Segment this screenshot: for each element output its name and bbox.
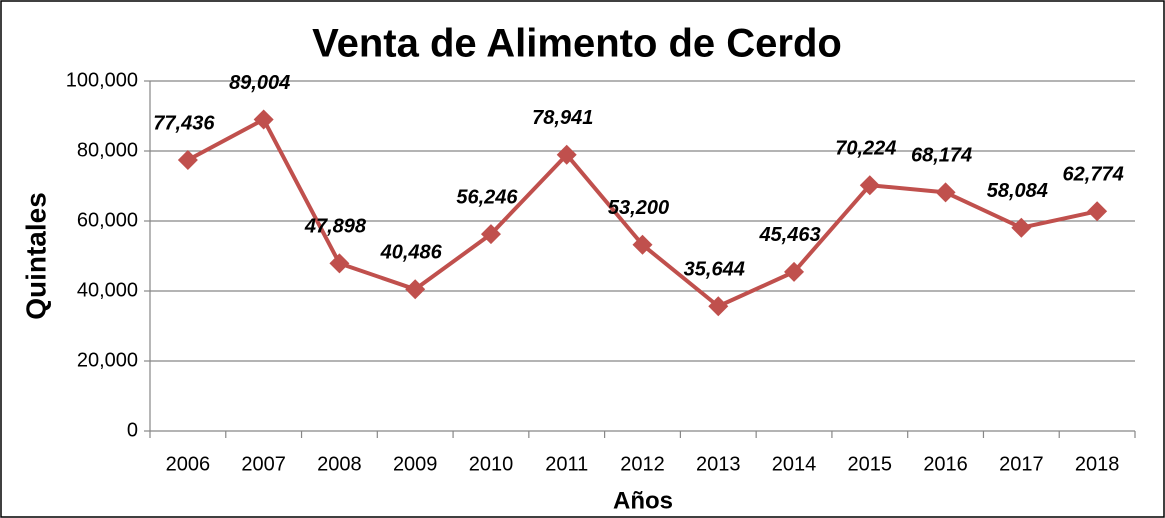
x-tick-label: 2014 <box>772 453 817 475</box>
data-point <box>480 224 501 245</box>
data-label: 77,436 <box>153 112 215 134</box>
x-tick-label: 2017 <box>999 453 1044 475</box>
x-tick-label: 2012 <box>620 453 665 475</box>
y-tick-label: 80,000 <box>77 139 138 161</box>
x-tick-label: 2018 <box>1075 453 1120 475</box>
x-tick-label: 2010 <box>469 453 514 475</box>
y-axis-title: Quintales <box>20 192 51 320</box>
y-tick-label: 0 <box>127 419 138 441</box>
data-label: 45,463 <box>758 224 820 246</box>
data-label: 40,486 <box>380 242 443 264</box>
x-axis-title: Años <box>613 487 673 514</box>
data-label: 89,004 <box>229 72 290 94</box>
data-label: 53,200 <box>608 197 669 219</box>
chart-title: Venta de Alimento de Cerdo <box>312 22 842 66</box>
data-label: 56,246 <box>456 186 518 208</box>
data-label: 78,941 <box>532 107 593 129</box>
x-tick-label: 2016 <box>923 453 968 475</box>
data-point <box>556 144 577 165</box>
data-point <box>405 279 426 300</box>
x-tick-label: 2011 <box>545 453 588 475</box>
x-tick-label: 2013 <box>696 453 741 475</box>
data-label: 68,174 <box>911 145 972 167</box>
data-label: 58,084 <box>987 180 1048 202</box>
data-point <box>859 175 880 196</box>
y-tick-label: 40,000 <box>77 279 138 301</box>
data-point <box>784 261 805 282</box>
data-label: 35,644 <box>684 259 745 281</box>
data-point <box>1087 201 1108 222</box>
data-point <box>708 296 729 317</box>
data-label: 70,224 <box>835 137 896 159</box>
x-tick-label: 2009 <box>393 453 438 475</box>
x-tick-label: 2015 <box>848 453 893 475</box>
data-point <box>177 149 198 170</box>
data-label: 62,774 <box>1063 164 1124 186</box>
x-tick-label: 2007 <box>241 453 286 475</box>
data-point <box>329 253 350 274</box>
data-point <box>632 234 653 255</box>
data-point <box>1011 217 1032 238</box>
x-tick-label: 2008 <box>317 453 362 475</box>
y-tick-label: 60,000 <box>77 209 138 231</box>
data-label: 47,898 <box>304 216 367 238</box>
y-tick-label: 20,000 <box>77 349 138 371</box>
data-point <box>935 182 956 203</box>
y-tick-label: 100,000 <box>66 69 138 91</box>
data-point <box>253 109 274 130</box>
x-tick-label: 2006 <box>166 453 211 475</box>
